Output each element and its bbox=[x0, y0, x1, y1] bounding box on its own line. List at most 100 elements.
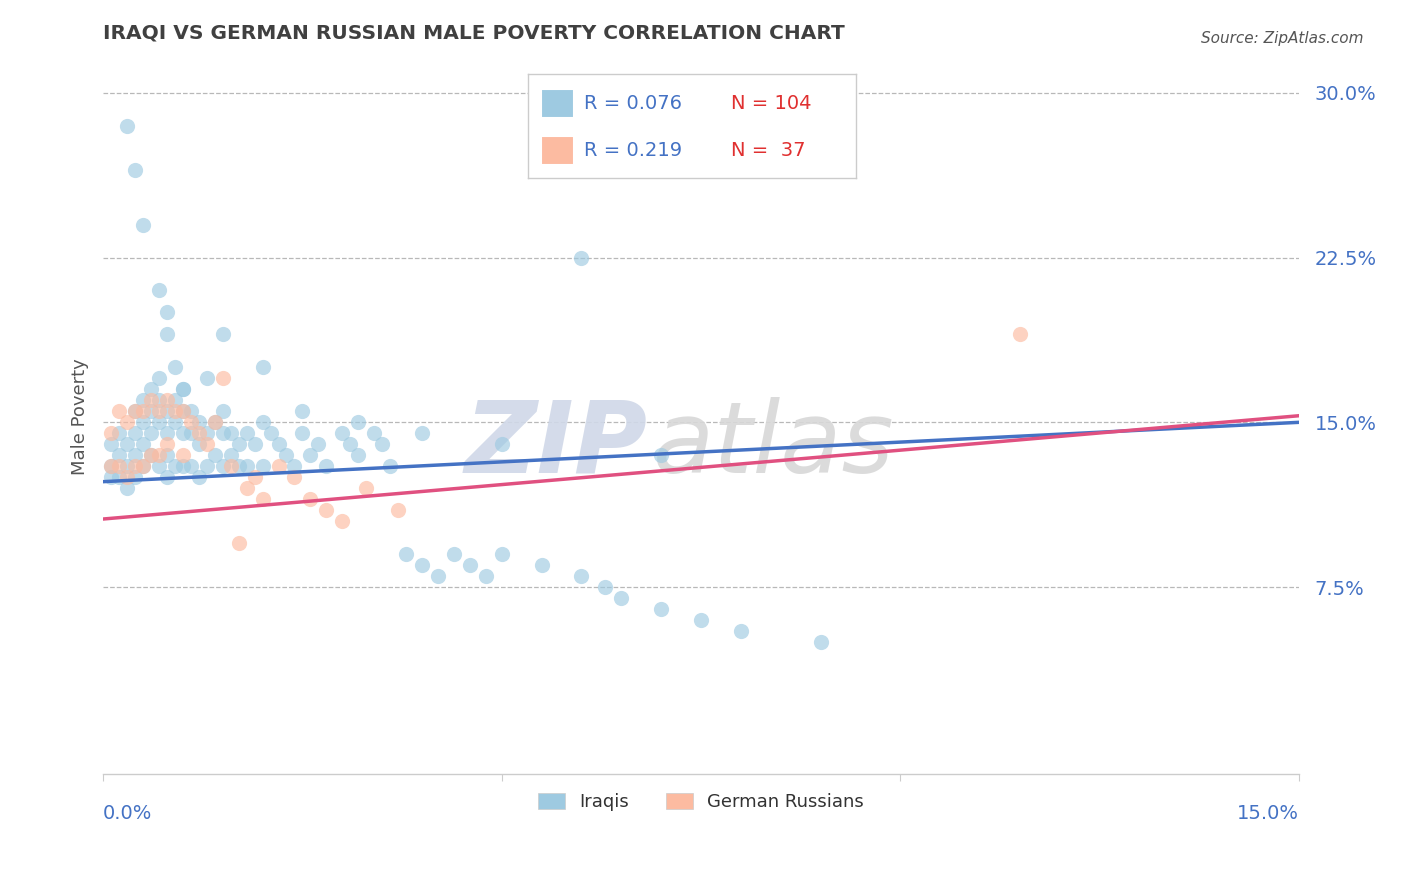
Point bbox=[283, 459, 305, 474]
Point bbox=[395, 547, 418, 561]
Point bbox=[100, 470, 122, 484]
Point bbox=[148, 393, 170, 408]
Point bbox=[426, 569, 449, 583]
Point bbox=[571, 569, 593, 583]
Point bbox=[180, 415, 202, 429]
Point bbox=[810, 635, 832, 649]
Point bbox=[156, 404, 179, 418]
Point bbox=[235, 426, 257, 441]
Point bbox=[458, 558, 481, 573]
Point bbox=[307, 437, 329, 451]
Point bbox=[387, 503, 409, 517]
Point bbox=[115, 481, 138, 495]
Point bbox=[124, 459, 146, 474]
Point bbox=[163, 459, 186, 474]
Point bbox=[172, 404, 194, 418]
Point bbox=[195, 459, 218, 474]
Point bbox=[354, 481, 377, 495]
Point bbox=[132, 393, 155, 408]
Point bbox=[115, 119, 138, 133]
Point bbox=[115, 459, 138, 474]
Point bbox=[378, 459, 401, 474]
Point bbox=[124, 404, 146, 418]
Point bbox=[211, 371, 233, 385]
Point bbox=[595, 580, 617, 594]
Point bbox=[156, 470, 179, 484]
Point bbox=[156, 437, 179, 451]
Point bbox=[148, 459, 170, 474]
Point bbox=[411, 426, 433, 441]
Point bbox=[211, 459, 233, 474]
Point bbox=[228, 437, 250, 451]
Text: IRAQI VS GERMAN RUSSIAN MALE POVERTY CORRELATION CHART: IRAQI VS GERMAN RUSSIAN MALE POVERTY COR… bbox=[103, 24, 845, 43]
Point bbox=[172, 448, 194, 462]
Point bbox=[115, 470, 138, 484]
Point bbox=[283, 470, 305, 484]
Point bbox=[195, 426, 218, 441]
Point bbox=[610, 591, 633, 606]
Text: 0.0%: 0.0% bbox=[103, 805, 152, 823]
Point bbox=[156, 393, 179, 408]
Point bbox=[204, 415, 226, 429]
Point bbox=[204, 415, 226, 429]
Point bbox=[115, 415, 138, 429]
Point bbox=[132, 437, 155, 451]
Point bbox=[124, 162, 146, 177]
Point bbox=[156, 327, 179, 342]
Point bbox=[267, 459, 290, 474]
Point bbox=[108, 404, 131, 418]
Point bbox=[187, 470, 209, 484]
Point bbox=[219, 426, 242, 441]
Point bbox=[180, 459, 202, 474]
Point bbox=[132, 404, 155, 418]
Point bbox=[195, 437, 218, 451]
Point bbox=[139, 448, 162, 462]
Point bbox=[530, 558, 553, 573]
Point bbox=[187, 437, 209, 451]
Point bbox=[187, 426, 209, 441]
Point bbox=[243, 470, 266, 484]
Point bbox=[124, 426, 146, 441]
Point bbox=[148, 448, 170, 462]
Point bbox=[148, 371, 170, 385]
Point bbox=[347, 415, 370, 429]
Point bbox=[180, 404, 202, 418]
Point bbox=[204, 448, 226, 462]
Point bbox=[148, 415, 170, 429]
Point bbox=[139, 404, 162, 418]
Point bbox=[115, 437, 138, 451]
Point bbox=[108, 448, 131, 462]
Point bbox=[730, 624, 752, 639]
Point bbox=[100, 437, 122, 451]
Point bbox=[211, 404, 233, 418]
Point bbox=[443, 547, 465, 561]
Point bbox=[172, 426, 194, 441]
Point bbox=[100, 459, 122, 474]
Point bbox=[148, 284, 170, 298]
Point bbox=[195, 371, 218, 385]
Point bbox=[363, 426, 385, 441]
Point bbox=[235, 459, 257, 474]
Point bbox=[124, 404, 146, 418]
Point bbox=[180, 426, 202, 441]
Point bbox=[211, 426, 233, 441]
Point bbox=[156, 305, 179, 319]
Point bbox=[276, 448, 298, 462]
Point bbox=[124, 470, 146, 484]
Point bbox=[299, 492, 322, 507]
Point bbox=[571, 251, 593, 265]
Point bbox=[228, 536, 250, 550]
Point bbox=[172, 383, 194, 397]
Point bbox=[108, 459, 131, 474]
Point bbox=[132, 459, 155, 474]
Point bbox=[330, 426, 353, 441]
Point bbox=[690, 613, 713, 627]
Point bbox=[163, 404, 186, 418]
Point bbox=[491, 547, 513, 561]
Point bbox=[172, 459, 194, 474]
Point bbox=[252, 459, 274, 474]
Point bbox=[291, 404, 314, 418]
Point bbox=[148, 404, 170, 418]
Point bbox=[474, 569, 496, 583]
Point bbox=[139, 426, 162, 441]
